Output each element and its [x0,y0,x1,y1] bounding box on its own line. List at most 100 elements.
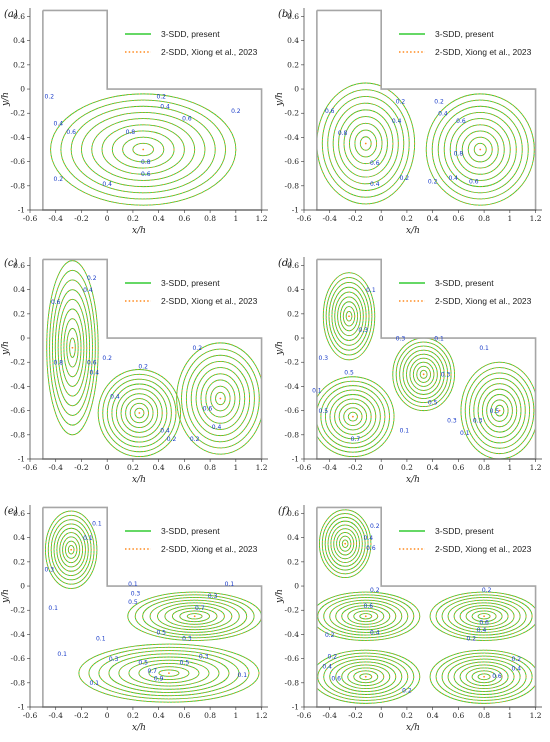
x-tick-label: 1 [233,711,238,720]
streamline-reference [453,661,515,692]
streamline-reference [486,394,513,428]
contour-label: 0.2 [138,363,148,370]
streamline-reference [63,318,82,378]
streamline-present [46,260,99,436]
streamline-reference [419,369,428,379]
y-tick-label: 0.2 [13,309,25,318]
x-tick-label: -0.4 [48,214,63,223]
x-tick-label: 0.2 [127,214,139,223]
panel-b: -0.6 -0.4 -0.2 0 0.2 0.4 0.6 0.8 1 1.2 0.6 0.4 0.2 0 -… [275,8,542,236]
legend-label-present: 3-SDD, present [435,278,494,288]
x-tick-label: 0.8 [204,214,216,223]
x-tick-label: -0.4 [322,711,337,720]
vortex-center [142,148,145,151]
streamline-reference [341,605,391,628]
vortex-center [479,148,482,151]
x-tick-label: 1.2 [256,711,268,720]
contour-label: 0.5 [428,400,438,407]
x-tick-label: 1.2 [256,214,268,223]
x-tick-label: 0.8 [204,463,216,472]
vortex-center [138,412,141,414]
x-tick-label: 0.6 [178,463,190,472]
contour-label: 0.4 [370,629,380,636]
streamline-reference [327,520,363,567]
y-tick-label: -0.6 [11,157,26,166]
x-axis-label: x/h [132,475,146,485]
streamline-reference [437,105,523,194]
streamlines [46,260,262,458]
contour-label: 0.8 [126,129,136,136]
contour-label: 0.2 [434,99,444,106]
y-tick-label: -0.8 [285,181,300,190]
panel-e: -0.6 -0.4 -0.2 0 0.2 0.4 0.6 0.8 1 1.2 0.6 0.4 0.2 0 -… [1,505,268,733]
y-tick-label: -0.8 [11,181,26,190]
contour-label: 0.6 [479,620,489,627]
x-tick-label: 0 [379,214,384,223]
streamline-reference [324,516,366,571]
streamlines [316,509,536,704]
y-tick-label: 0 [294,85,299,94]
x-tick-label: -0.6 [297,463,312,472]
contour-label: 0.7 [195,605,205,612]
streamline-reference [50,519,92,581]
x-tick-label: 1 [233,463,238,472]
streamline-reference [49,269,96,426]
streamline-reference [431,99,529,200]
streamline-reference [321,513,369,575]
streamline-reference [321,89,410,198]
contour-label: 0.2 [45,94,55,101]
streamline-reference [122,136,165,163]
x-tick-label: -0.2 [74,463,89,472]
streamline-reference [319,509,372,578]
streamline-reference [339,535,352,552]
y-tick-label: 0.2 [13,60,25,69]
x-tick-label: 1 [507,711,512,720]
legend-label-present: 3-SDD, present [435,29,494,39]
streamline-reference [354,129,378,158]
streamline-reference [142,597,248,636]
x-tick-label: -0.2 [348,214,363,223]
streamline-reference [465,607,503,625]
y-tick-label: -0.2 [11,109,26,118]
contour-label: 0.3 [441,372,451,379]
streamline-reference [441,655,527,698]
panel-label: (d) [278,258,292,269]
y-tick-label: 0 [20,582,25,591]
x-tick-label: -0.6 [23,463,38,472]
streamline-reference [343,407,363,426]
y-axis-label: y/h [1,589,11,604]
streamline-reference [359,673,373,681]
y-tick-label: -0.2 [11,358,26,367]
contour-label: 0.1 [366,287,376,294]
streamline-reference [186,613,203,620]
y-tick-label: -1 [292,206,299,215]
streamline-reference [416,365,431,383]
streamline-reference [158,669,180,677]
contour-label: 0.6 [182,115,192,122]
contour-label: 0.4 [54,120,64,127]
streamline-reference [69,337,76,358]
x-tick-label: 0.4 [427,711,439,720]
streamline-reference [127,591,262,641]
contour-label: 0.6 [325,108,335,115]
contour-label: 0.1 [96,635,106,642]
streamline-reference [453,602,515,631]
contour-label: 0.1 [460,430,470,437]
streamline-reference [359,613,373,620]
x-tick-label: -0.2 [348,463,363,472]
streamline-reference [494,404,505,417]
streamline-reference [395,341,452,407]
contour-label: 0.8 [338,130,348,137]
contour-label: 0.5 [490,408,500,415]
panel-label: (b) [278,9,292,20]
y-tick-label: 0 [294,334,299,343]
x-tick-label: 0 [379,463,384,472]
streamline-reference [316,82,416,205]
x-tick-label: 0.6 [178,214,190,223]
streamline-reference [412,361,435,387]
x-tick-label: 0 [105,711,110,720]
contour-label: 0.6 [492,673,502,680]
streamline-reference [215,391,226,406]
y-tick-label: -0.4 [11,133,26,142]
streamline-reference [316,376,395,457]
